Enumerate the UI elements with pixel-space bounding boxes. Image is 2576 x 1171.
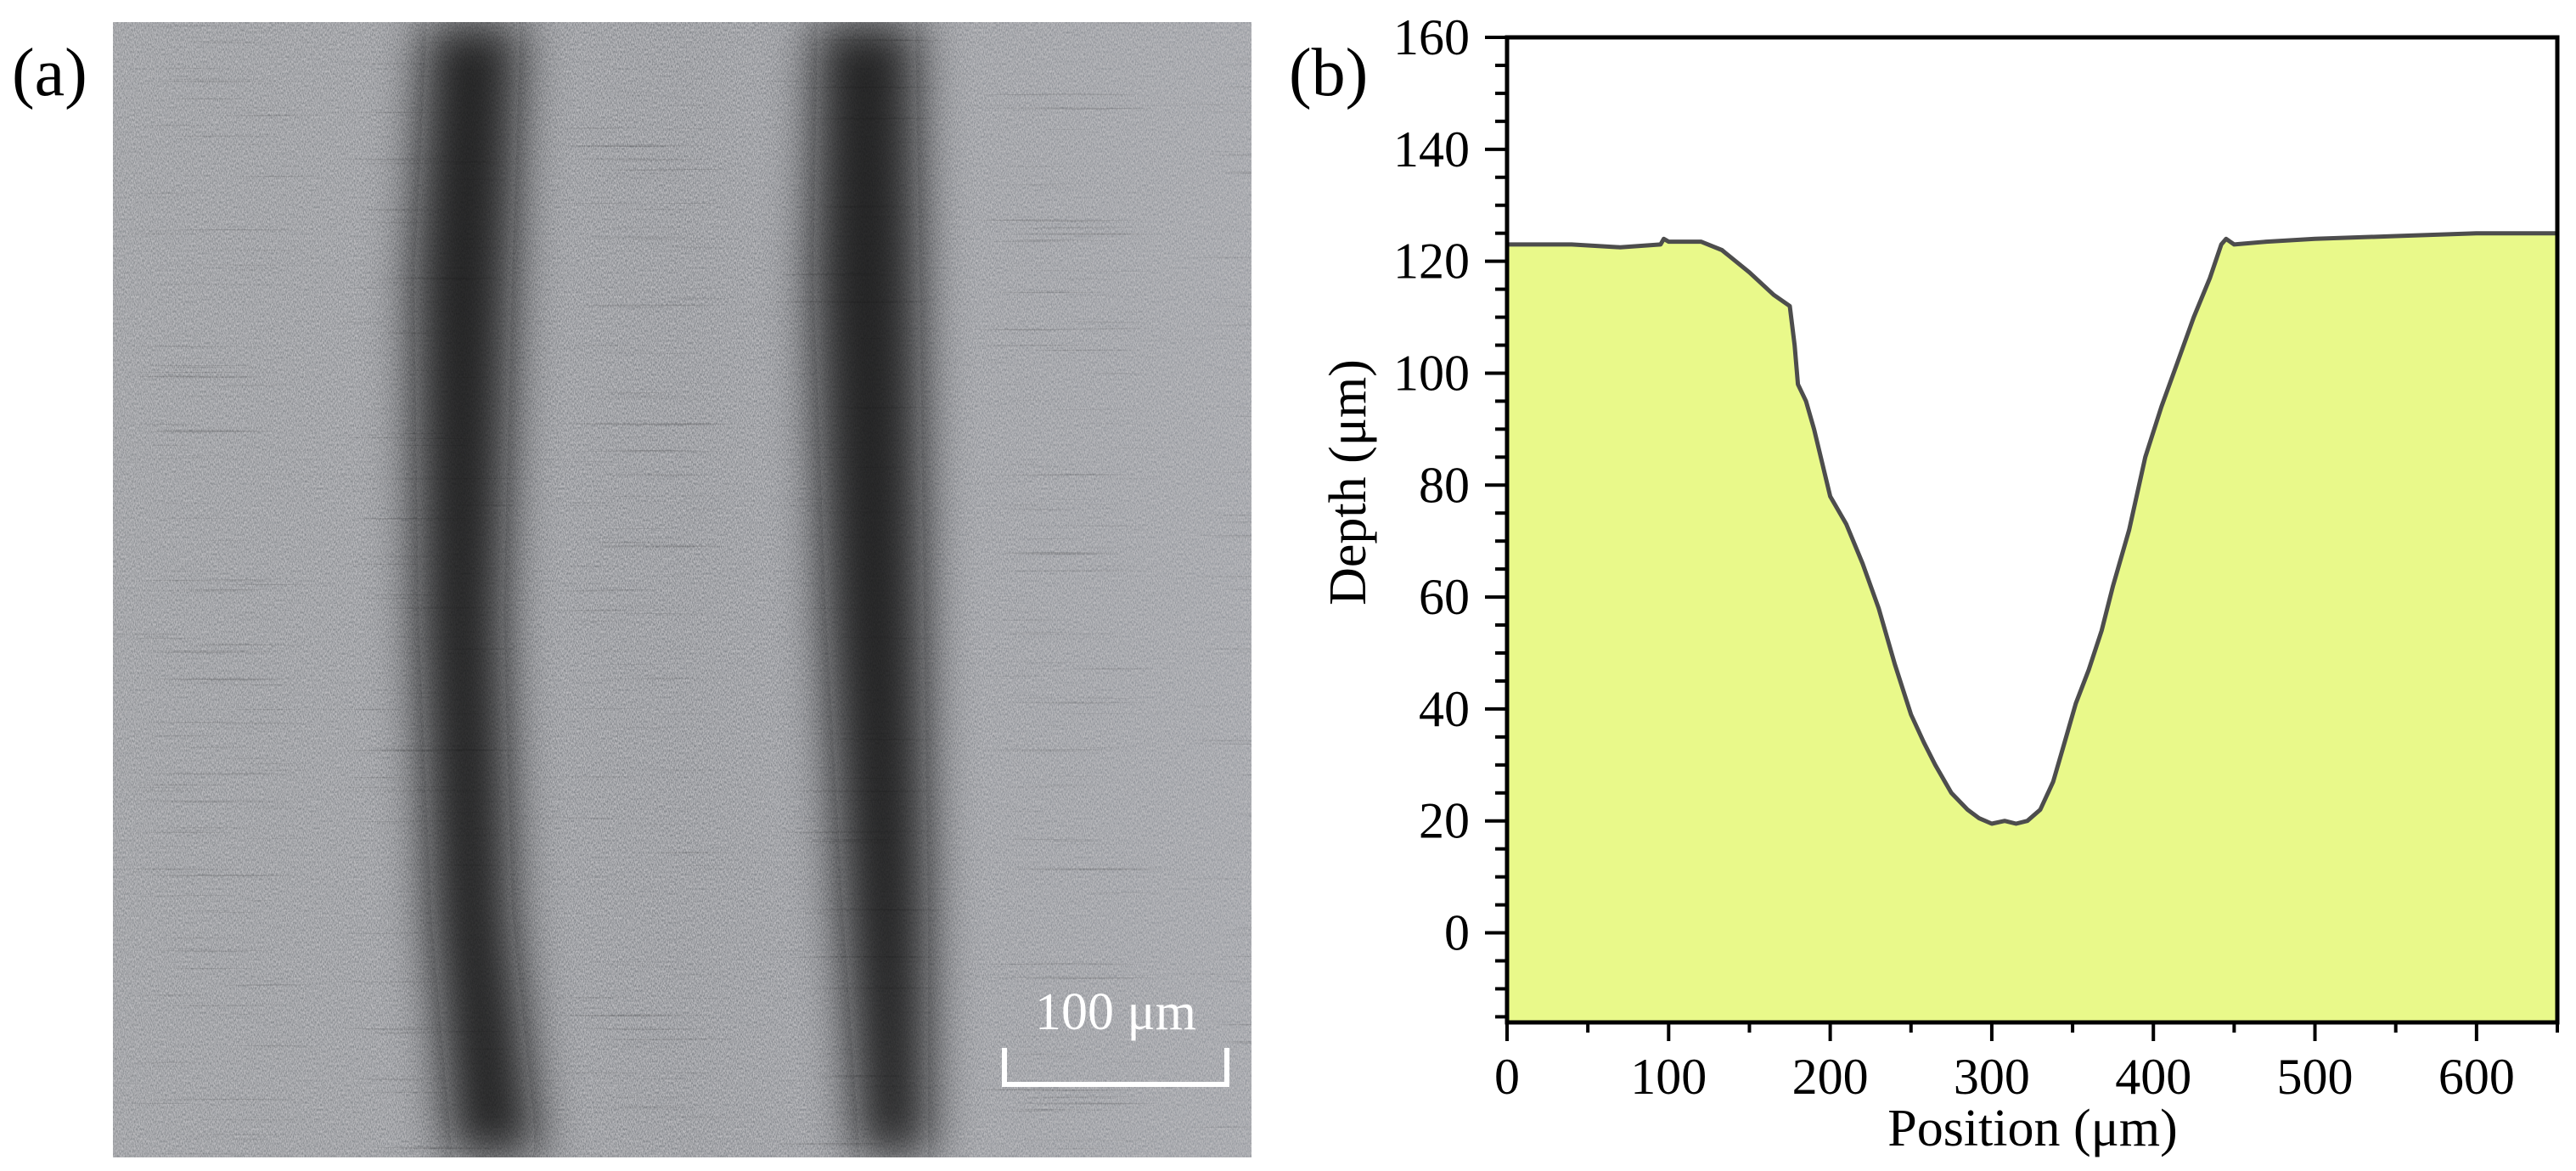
y-tick-label: 100 [1393, 345, 1470, 401]
x-tick-label: 100 [1630, 1049, 1707, 1105]
x-tick-label: 0 [1494, 1049, 1520, 1105]
panel-label-b: (b) [1289, 36, 1369, 110]
plot-area [1507, 231, 2557, 1022]
micrograph-scale-bar: 100 μm [1002, 983, 1229, 1087]
groove-right [813, 22, 928, 1157]
y-tick-label: 20 [1419, 793, 1470, 849]
x-tick-label: 200 [1792, 1049, 1869, 1105]
x-tick-label: 600 [2438, 1049, 2515, 1105]
y-tick-label: 160 [1393, 9, 1470, 65]
groove-shadows [414, 22, 928, 1157]
axes-frame [1505, 35, 2560, 1025]
y-axis-ticks: 0 20 40 60 80 100 120 140 160 [1393, 9, 1507, 1019]
y-tick-label: 40 [1419, 681, 1470, 737]
x-axis-ticks: 0 100 200 300 400 500 600 [1494, 1022, 2559, 1105]
x-tick-label: 300 [1954, 1049, 2030, 1105]
groove-left [414, 22, 537, 1157]
scale-bar-line [1002, 1048, 1229, 1087]
x-tick-label: 400 [2115, 1049, 2191, 1105]
depth-profile-line [1507, 231, 2557, 826]
y-tick-label: 120 [1393, 234, 1470, 290]
x-axis-title: Position (μm) [1887, 1100, 2178, 1157]
depth-profile-area [1507, 233, 2557, 1022]
micrograph-scratches [113, 22, 1251, 1157]
scale-bar-label: 100 μm [1035, 983, 1196, 1041]
micrograph-image [113, 22, 1251, 1157]
y-tick-label: 0 [1444, 905, 1470, 961]
y-tick-label: 140 [1393, 121, 1470, 177]
y-tick-label: 80 [1419, 457, 1470, 513]
y-axis-title: Depth (μm) [1319, 359, 1377, 605]
x-tick-label: 500 [2277, 1049, 2354, 1105]
panel-label-a: (a) [12, 36, 87, 110]
y-tick-label: 60 [1419, 569, 1470, 625]
